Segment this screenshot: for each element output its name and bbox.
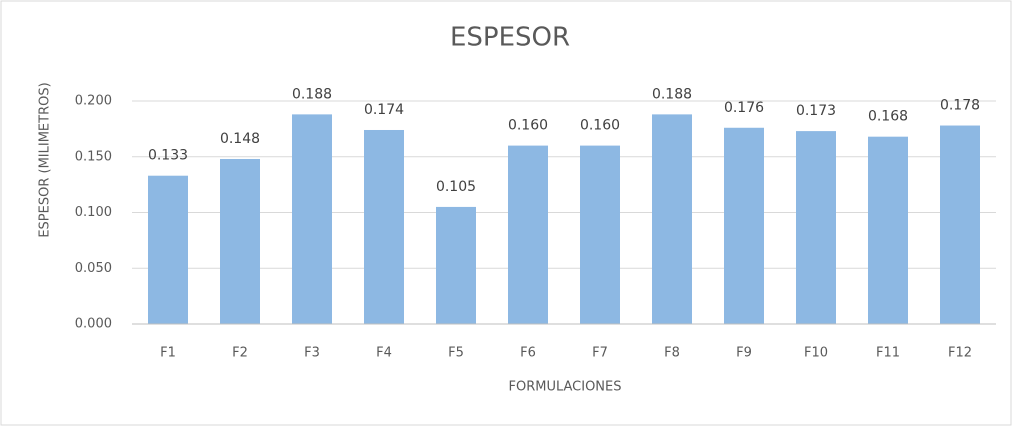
data-label: 0.174: [364, 102, 404, 118]
y-axis-label: ESPESOR (MILIMETROS): [38, 82, 53, 237]
y-tick-label: 0.200: [75, 94, 112, 109]
bar: [580, 145, 620, 324]
bar: [724, 127, 764, 324]
y-tick-label: 0.100: [75, 205, 112, 220]
bar: [220, 158, 260, 324]
y-tick-label: 0.050: [75, 261, 112, 276]
x-tick-label: F6: [520, 346, 536, 361]
bar: [868, 136, 908, 324]
x-axis-label: FORMULACIONES: [508, 380, 621, 395]
bar: [436, 206, 476, 324]
data-label: 0.133: [148, 148, 188, 164]
x-tick-label: F11: [876, 346, 900, 361]
data-label: 0.188: [652, 86, 692, 102]
y-tick-label: 0.000: [75, 317, 112, 332]
bar: [148, 175, 188, 324]
chart-title: ESPESOR: [450, 23, 570, 53]
x-tick-label: F12: [948, 346, 972, 361]
bar: [940, 125, 980, 324]
y-tick-label: 0.150: [75, 149, 112, 164]
x-tick-label: F9: [736, 346, 752, 361]
bar: [292, 114, 332, 324]
x-tick-label: F10: [804, 346, 828, 361]
x-tick-label: F7: [592, 346, 608, 361]
data-label: 0.160: [508, 118, 548, 134]
bar: [364, 129, 404, 324]
x-tick-label: F4: [376, 346, 392, 361]
data-label: 0.160: [580, 118, 620, 134]
x-tick-label: F1: [160, 346, 176, 361]
data-label: 0.178: [940, 98, 980, 114]
bar: [796, 131, 836, 324]
data-label: 0.176: [724, 100, 764, 116]
bar: [652, 114, 692, 324]
data-label: 0.168: [868, 109, 908, 125]
x-tick-label: F8: [664, 346, 680, 361]
bar: [508, 145, 548, 324]
data-label: 0.188: [292, 86, 332, 102]
data-label: 0.173: [796, 103, 836, 119]
data-label: 0.148: [220, 131, 260, 147]
x-tick-label: F2: [232, 346, 248, 361]
data-label: 0.105: [436, 179, 476, 195]
x-tick-label: F3: [304, 346, 320, 361]
x-tick-label: F5: [448, 346, 464, 361]
